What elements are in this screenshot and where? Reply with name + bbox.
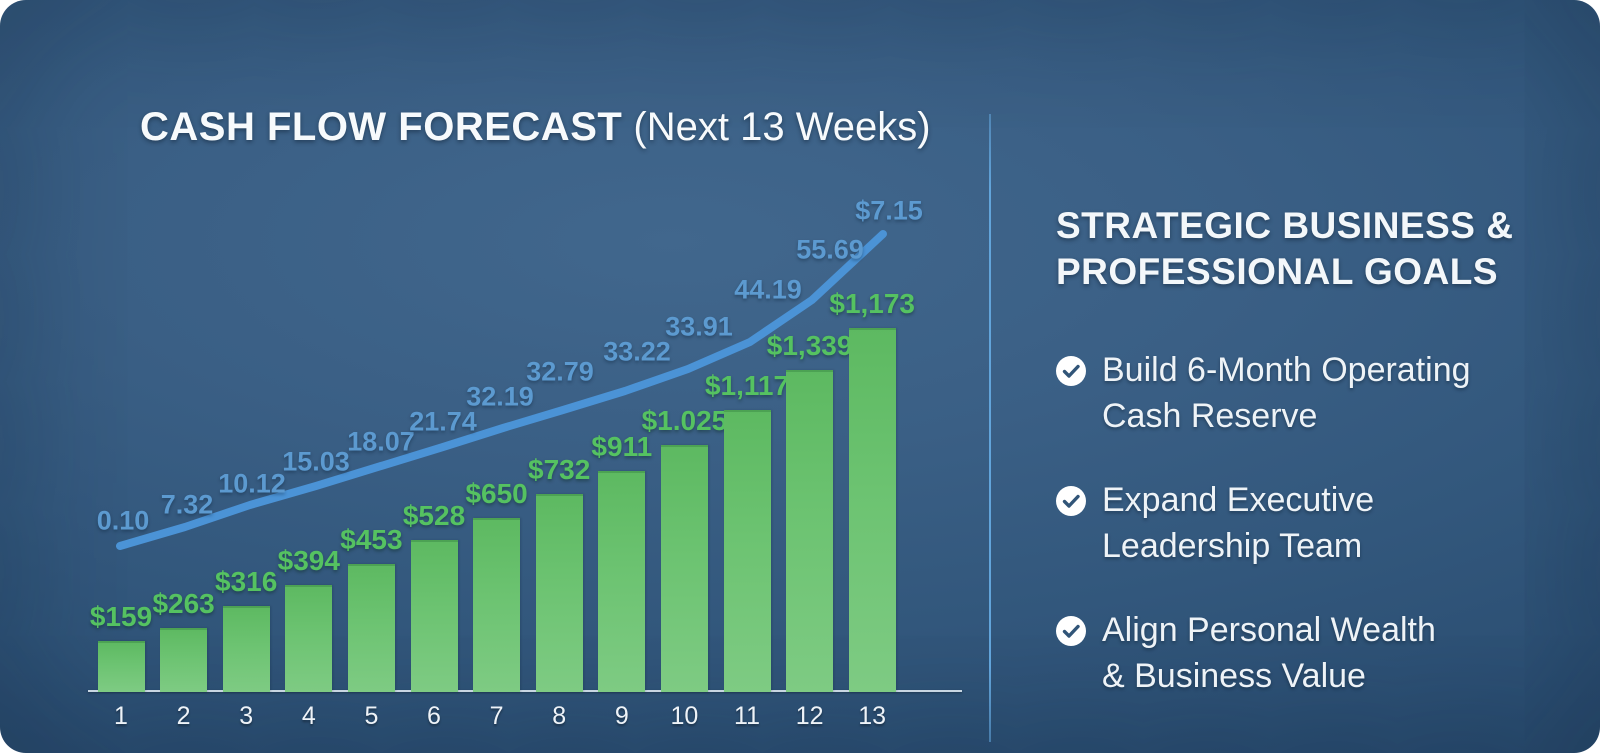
line-value-label: 0.10	[96, 505, 150, 536]
goals-list: Build 6-Month Operating Cash Reserve Exp…	[1056, 347, 1526, 699]
bar-week-4	[285, 585, 333, 692]
x-tick-label: 10	[670, 702, 699, 730]
goals-heading-line1: STRATEGIC BUSINESS &	[1056, 205, 1514, 246]
goals-heading: STRATEGIC BUSINESS & PROFESSIONAL GOALS	[1056, 203, 1526, 295]
bar-week-8	[535, 494, 583, 692]
chart-title: CASH FLOW FORECAST (Next 13 Weeks)	[140, 103, 931, 151]
bar-value-label: $1,339	[766, 330, 853, 361]
bar-value-label: $453	[340, 524, 403, 555]
bar-value-label: $263	[152, 588, 215, 619]
line-value-label: 10.12	[218, 468, 286, 499]
bar-week-1	[97, 641, 145, 692]
x-tick-label: 1	[114, 702, 128, 730]
bar-value-label: $316	[215, 566, 278, 597]
line-value-label: 44.19	[734, 274, 802, 305]
line-value-label: 21.74	[409, 406, 477, 437]
goal-text: Expand Executive Leadership Team	[1102, 481, 1375, 565]
goals-panel: STRATEGIC BUSINESS & PROFESSIONAL GOALS …	[1056, 203, 1526, 699]
x-tick-label: 7	[489, 702, 504, 730]
bar-value-label: $159	[89, 601, 153, 632]
line-value-label: 32.79	[526, 356, 594, 387]
goal-item: Align Personal Wealth & Business Value	[1056, 607, 1526, 699]
bar-value-label: $732	[528, 454, 591, 485]
goal-item: Expand Executive Leadership Team	[1056, 477, 1526, 569]
check-circle-icon	[1056, 616, 1086, 646]
line-value-label: 15.03	[282, 446, 350, 477]
bar-value-label: $394	[277, 545, 340, 576]
x-tick-label: 11	[734, 702, 760, 730]
bar-week-10	[660, 445, 708, 692]
x-tick-label: 8	[552, 702, 567, 730]
line-value-label: $7.15	[855, 195, 923, 226]
bar-value-label: $911	[591, 431, 653, 462]
bar-value-label: $1,173	[829, 288, 916, 319]
bar-value-label: $528	[402, 500, 466, 531]
bar-value-label: $650	[465, 478, 528, 509]
line-value-label: 55.69	[796, 234, 864, 265]
line-value-label: 33.91	[665, 311, 733, 342]
chart-title-regular: (Next 13 Weeks)	[622, 105, 931, 149]
chart-title-bold: CASH FLOW FORECAST	[140, 105, 623, 149]
bar-week-13	[848, 328, 896, 692]
bar-week-12	[786, 370, 834, 692]
bar-week-9	[598, 471, 646, 692]
line-value-label: 32.19	[466, 381, 534, 412]
x-tick-label: 5	[364, 702, 379, 730]
goal-text: Build 6-Month Operating Cash Reserve	[1102, 351, 1471, 435]
bar-week-6	[410, 540, 458, 692]
x-tick-label: 9	[614, 702, 629, 730]
check-circle-icon	[1056, 356, 1086, 386]
goals-heading-line2: PROFESSIONAL GOALS	[1056, 251, 1499, 292]
x-tick-label: 6	[427, 702, 441, 730]
x-tick-label: 2	[176, 702, 191, 730]
bar-week-11	[723, 410, 771, 692]
check-circle-icon	[1056, 486, 1086, 516]
goal-item: Build 6-Month Operating Cash Reserve	[1056, 347, 1526, 439]
bar-week-2	[160, 628, 208, 692]
bar-value-label: $1.025	[641, 405, 728, 436]
x-axis-line	[88, 690, 962, 692]
line-value-label: 33.22	[603, 336, 671, 367]
goal-text: Align Personal Wealth & Business Value	[1102, 611, 1436, 695]
bar-week-5	[347, 564, 395, 692]
x-tick-label: 4	[301, 702, 316, 730]
x-tick-label: 13	[858, 702, 887, 730]
bar-week-3	[222, 606, 270, 692]
x-tick-label: 3	[239, 702, 254, 730]
bar-week-7	[473, 518, 521, 692]
x-tick-label: 12	[795, 702, 824, 730]
bar-value-label: $1,117	[704, 370, 790, 401]
line-value-label: 7.32	[160, 489, 214, 520]
line-value-label: 18.07	[347, 426, 415, 457]
vertical-divider	[989, 114, 991, 742]
